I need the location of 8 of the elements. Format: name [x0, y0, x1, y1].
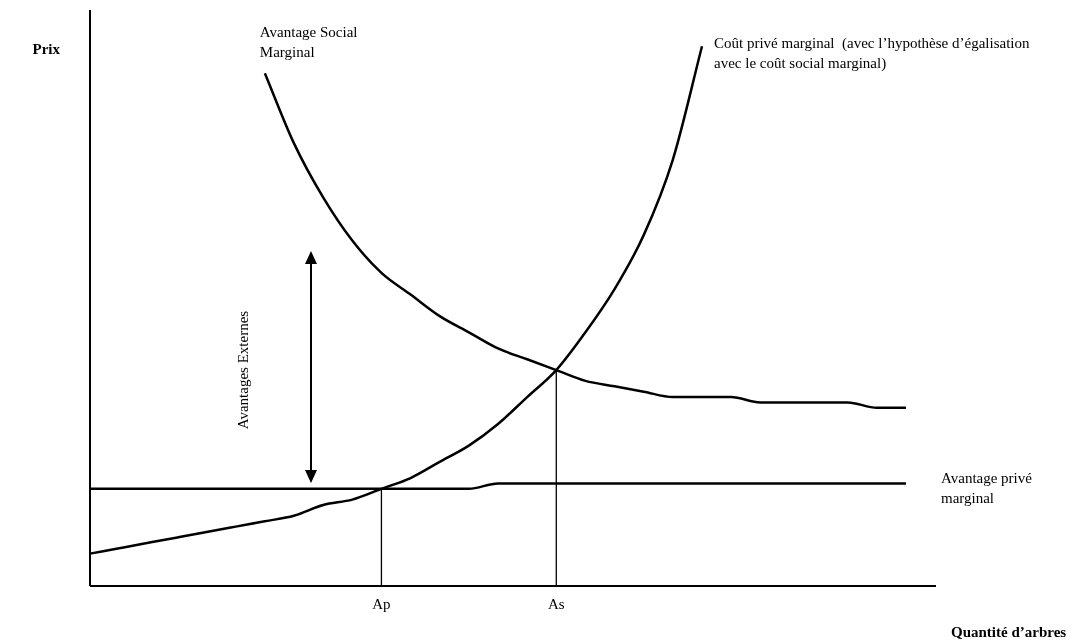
y-axis-title: Prix	[32, 40, 61, 57]
annotation: Avantages Externes	[235, 310, 252, 430]
x-axis-title: Quantité d’arbres	[951, 624, 1067, 641]
x-tick-label: As	[547, 595, 565, 612]
series-label: Avantage Social Marginal	[259, 23, 358, 60]
x-tick-label: Ap	[372, 595, 391, 612]
text: Avantage privé marginal	[941, 469, 1033, 506]
series-label: Coût privé marginal (avec l’hypothèse d’égalisation avec le coût social marginal)	[714, 34, 1030, 72]
